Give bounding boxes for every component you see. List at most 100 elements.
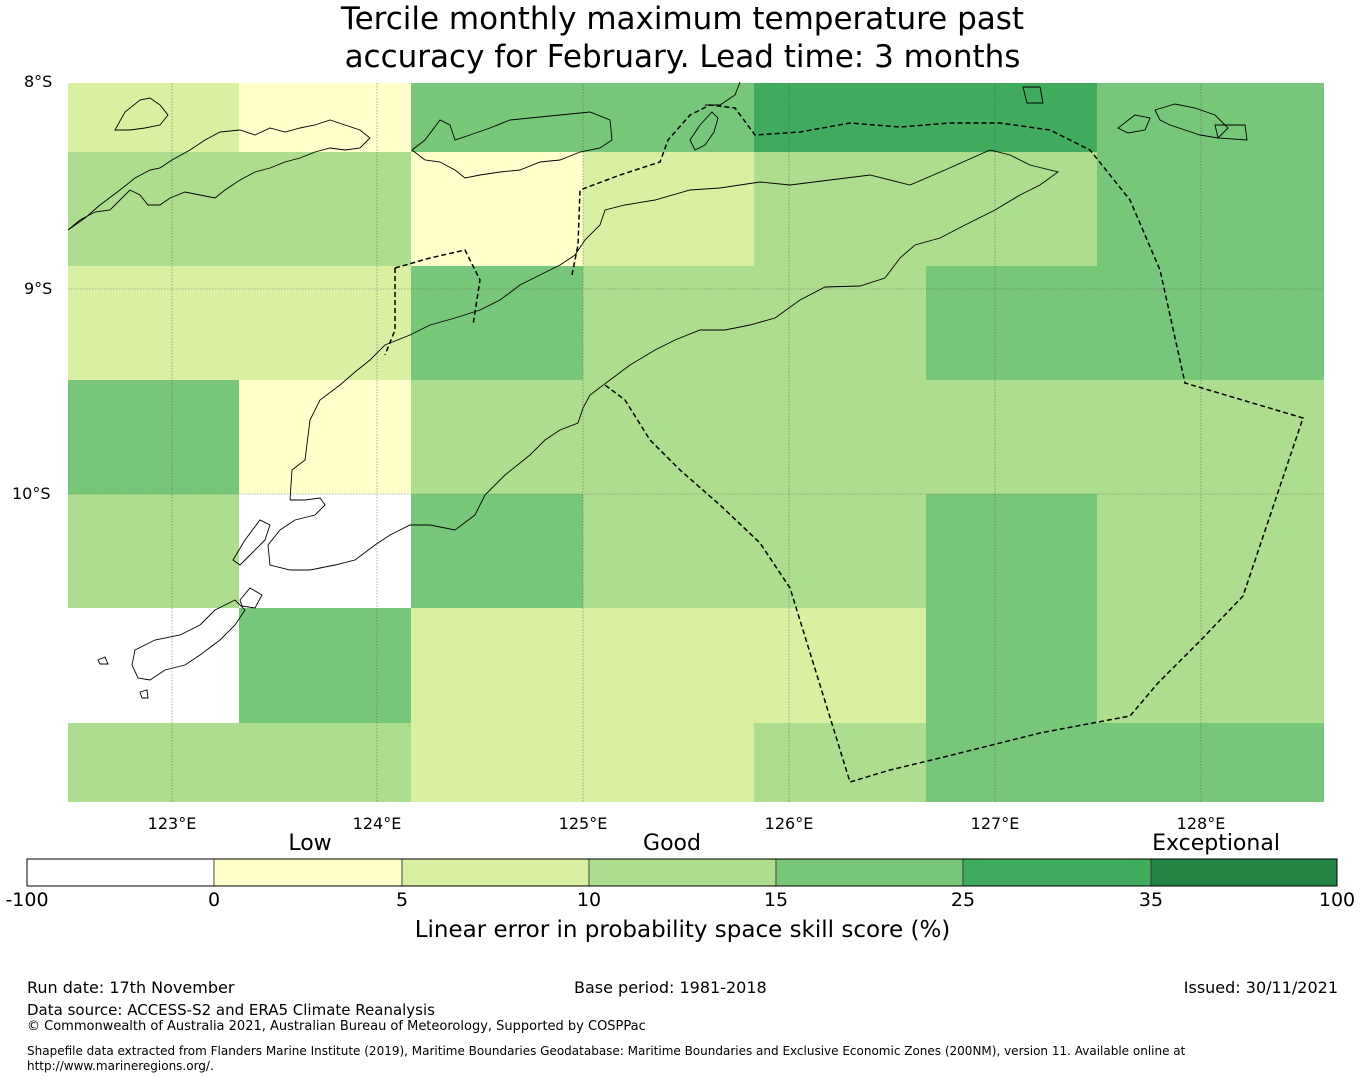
- data-source: Data source: ACCESS-S2 and ERA5 Climate …: [27, 1001, 435, 1019]
- lon-label-127e: 127°E: [970, 814, 1020, 833]
- grid-cell-r1-c6: [1097, 152, 1324, 266]
- grid-cell-r5-c1: [239, 608, 411, 723]
- grid-cell-r3-c2: [411, 380, 583, 494]
- grid-cell-r4-c5: [926, 494, 1097, 608]
- category-low: Low: [288, 831, 332, 856]
- lat-label-8s: 8°S: [24, 72, 53, 91]
- grid-cell-r3-c1: [239, 380, 411, 494]
- coastline-tiny-1: [97, 656, 109, 665]
- coastline-rote: [232, 519, 271, 566]
- coastline-semau: [239, 587, 263, 609]
- coastline-small-island-2: [1022, 86, 1044, 104]
- tick-label-10: 10: [576, 889, 602, 911]
- lon-label-126e: 126°E: [764, 814, 814, 833]
- grid-cell-r2-c0: [68, 266, 239, 380]
- issued-date: Issued: 30/11/2021: [1183, 978, 1338, 997]
- grid-cell-r5-c0: [68, 608, 239, 723]
- grid-cell-r4-c6: [1097, 494, 1324, 608]
- grid-cell-r0-c5: [926, 83, 1097, 152]
- coastline-flores: [67, 119, 371, 231]
- boundary-timor-leste-north: [394, 249, 481, 326]
- grid-cell-r2-c5: [926, 266, 1097, 380]
- colorbar-segment-3: [588, 858, 777, 887]
- colorbar-segment-2: [401, 858, 590, 887]
- tick-label-15: 15: [763, 889, 789, 911]
- lon-label-125e: 125°E: [558, 814, 608, 833]
- tick-label-0: 0: [207, 889, 221, 911]
- run-date: Run date: 17th November: [27, 978, 235, 997]
- grid-cell-r1-c0: [68, 152, 239, 266]
- grid-cell-r6-c3: [583, 723, 754, 802]
- grid-cell-r0-c1: [239, 83, 411, 152]
- coastline-babar-3: [1214, 124, 1248, 141]
- coastline-tiny-2: [139, 689, 149, 699]
- coastline-babar-1: [1117, 114, 1151, 134]
- tick-label-5: 5: [395, 889, 409, 911]
- grid-cell-r0-c2: [411, 83, 583, 152]
- grid-cell-r3-c0: [68, 380, 239, 494]
- tick-label-100: 100: [1318, 889, 1356, 911]
- colorbar-segment-6: [1150, 858, 1338, 887]
- category-exceptional: Exceptional: [1152, 831, 1280, 856]
- grid-cell-r1-c2: [411, 152, 583, 266]
- map-title: Tercile monthly maximum temperature past…: [0, 0, 1365, 76]
- grid-cell-r6-c5: [926, 723, 1097, 802]
- grid-cell-r6-c4: [754, 723, 926, 802]
- skill-grid: [68, 83, 1324, 802]
- colorbar-segment-4: [775, 858, 964, 887]
- shapefile-credit-line-2: http://www.marineregions.org/.: [27, 1059, 214, 1073]
- grid-cell-r1-c4: [754, 152, 926, 266]
- graticule: [68, 83, 1324, 802]
- grid-cell-r6-c0: [68, 723, 239, 802]
- grid-cell-r3-c5: [926, 380, 1097, 494]
- lon-label-128e: 128°E: [1176, 814, 1226, 833]
- boundary-west-land: [571, 104, 1304, 783]
- grid-cell-r5-c5: [926, 608, 1097, 723]
- coastline-savu: [131, 599, 246, 681]
- grid-cell-r0-c4: [754, 83, 926, 152]
- grid-cell-r1-c1: [239, 152, 411, 266]
- grid-cell-r4-c0: [68, 494, 239, 608]
- maritime-boundaries: [384, 104, 1304, 783]
- grid-cell-r0-c0: [68, 83, 239, 152]
- colorbar-segment-0: [26, 858, 215, 887]
- grid-cell-r1-c5: [926, 152, 1097, 266]
- coastline-alor: [411, 111, 613, 179]
- tick-label-minus100: -100: [5, 889, 49, 911]
- grid-cell-r3-c6: [1097, 380, 1324, 494]
- grid-cell-r2-c4: [754, 266, 926, 380]
- colorbar-segment-1: [213, 858, 403, 887]
- colorbar-label: Linear error in probability space skill …: [414, 917, 951, 943]
- grid-cell-r2-c1: [239, 266, 411, 380]
- grid-cell-r6-c2: [411, 723, 583, 802]
- lat-label-9s: 9°S: [24, 279, 53, 298]
- tick-label-25: 25: [950, 889, 976, 911]
- grid-cell-r4-c3: [583, 494, 754, 608]
- grid-cell-r6-c1: [239, 723, 411, 802]
- grid-cell-r5-c6: [1097, 608, 1324, 723]
- grid-cell-r2-c3: [583, 266, 754, 380]
- copyright: © Commonwealth of Australia 2021, Austra…: [27, 1019, 646, 1034]
- grid-cell-r5-c4: [754, 608, 926, 723]
- grid-cell-r4-c1: [239, 494, 411, 608]
- grid-cell-r3-c3: [583, 380, 754, 494]
- lon-label-124e: 124°E: [352, 814, 402, 833]
- colorbar-frame: [26, 858, 1338, 887]
- grid-cell-r5-c2: [411, 608, 583, 723]
- grid-cell-r1-c3: [583, 152, 754, 266]
- lat-label-10s: 10°S: [12, 484, 51, 503]
- grid-cell-r3-c4: [754, 380, 926, 494]
- base-period: Base period: 1981-2018: [574, 978, 767, 997]
- grid-cell-r6-c6: [1097, 723, 1324, 802]
- colorbar-segment-5: [962, 858, 1152, 887]
- coastline-atauro: [689, 111, 719, 151]
- title-line-2: accuracy for February. Lead time: 3 mont…: [344, 39, 1021, 75]
- category-good: Good: [643, 831, 701, 856]
- grid-cell-r2-c2: [411, 266, 583, 380]
- lon-label-123e: 123°E: [147, 814, 197, 833]
- shapefile-credit-line-1: Shapefile data extracted from Flanders M…: [27, 1044, 1186, 1058]
- grid-cell-r4-c2: [411, 494, 583, 608]
- coastline-small-island-1: [114, 97, 169, 131]
